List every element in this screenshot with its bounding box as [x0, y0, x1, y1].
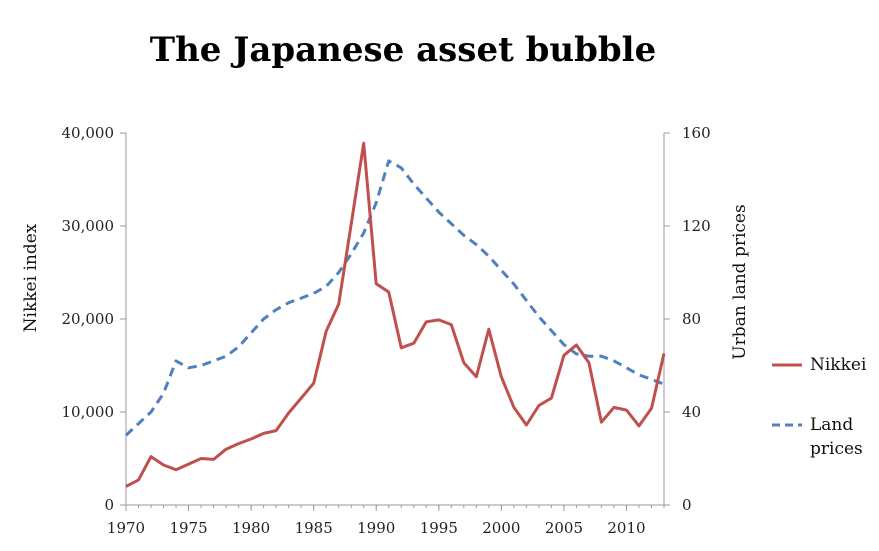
right-y-tick-label: 120 [682, 217, 711, 235]
legend-label-land-prices: Land prices [810, 415, 863, 459]
series-line-land-prices [124, 159, 665, 437]
left-y-axis-ticks: 0 10,000 20,000 30,000 40,000 [62, 124, 126, 514]
chart-series [124, 141, 666, 488]
right-y-tick-label: 80 [682, 310, 701, 328]
legend-label-land-line1: Land [810, 415, 853, 435]
legend-label-nikkei: Nikkei [810, 355, 867, 375]
right-y-tick-label: 160 [682, 124, 711, 142]
legend-label-land-line2: prices [810, 439, 863, 459]
x-tick-label: 2000 [482, 519, 520, 537]
series-line-nikkei [125, 141, 666, 488]
x-tick-label: 1970 [107, 519, 145, 537]
x-tick-label: 2010 [607, 519, 645, 537]
right-y-axis-ticks: 0 40 80 120 160 [664, 124, 711, 514]
left-y-tick-label: 30,000 [62, 217, 115, 235]
left-y-tick-label: 20,000 [62, 310, 115, 328]
left-y-tick-label: 0 [104, 496, 114, 514]
chart-legend: Nikkei Land prices [772, 355, 867, 459]
right-y-tick-label: 40 [682, 403, 701, 421]
x-tick-label: 2005 [545, 519, 583, 537]
x-axis-ticks: 1970 1975 1980 1985 1990 1995 2000 2005 2010 [107, 505, 665, 537]
x-tick-label: 1995 [420, 519, 458, 537]
x-tick-label: 1990 [357, 519, 395, 537]
right-y-axis-title: Urban land prices [730, 204, 750, 359]
x-tick-label: 1980 [232, 519, 270, 537]
right-y-tick-label: 0 [682, 496, 692, 514]
left-y-tick-label: 40,000 [62, 124, 115, 142]
chart-title: The Japanese asset bubble [149, 30, 657, 70]
left-y-axis-title: Nikkei index [21, 223, 41, 332]
x-tick-label: 1985 [295, 519, 333, 537]
x-tick-label: 1975 [169, 519, 207, 537]
left-y-tick-label: 10,000 [62, 403, 115, 421]
